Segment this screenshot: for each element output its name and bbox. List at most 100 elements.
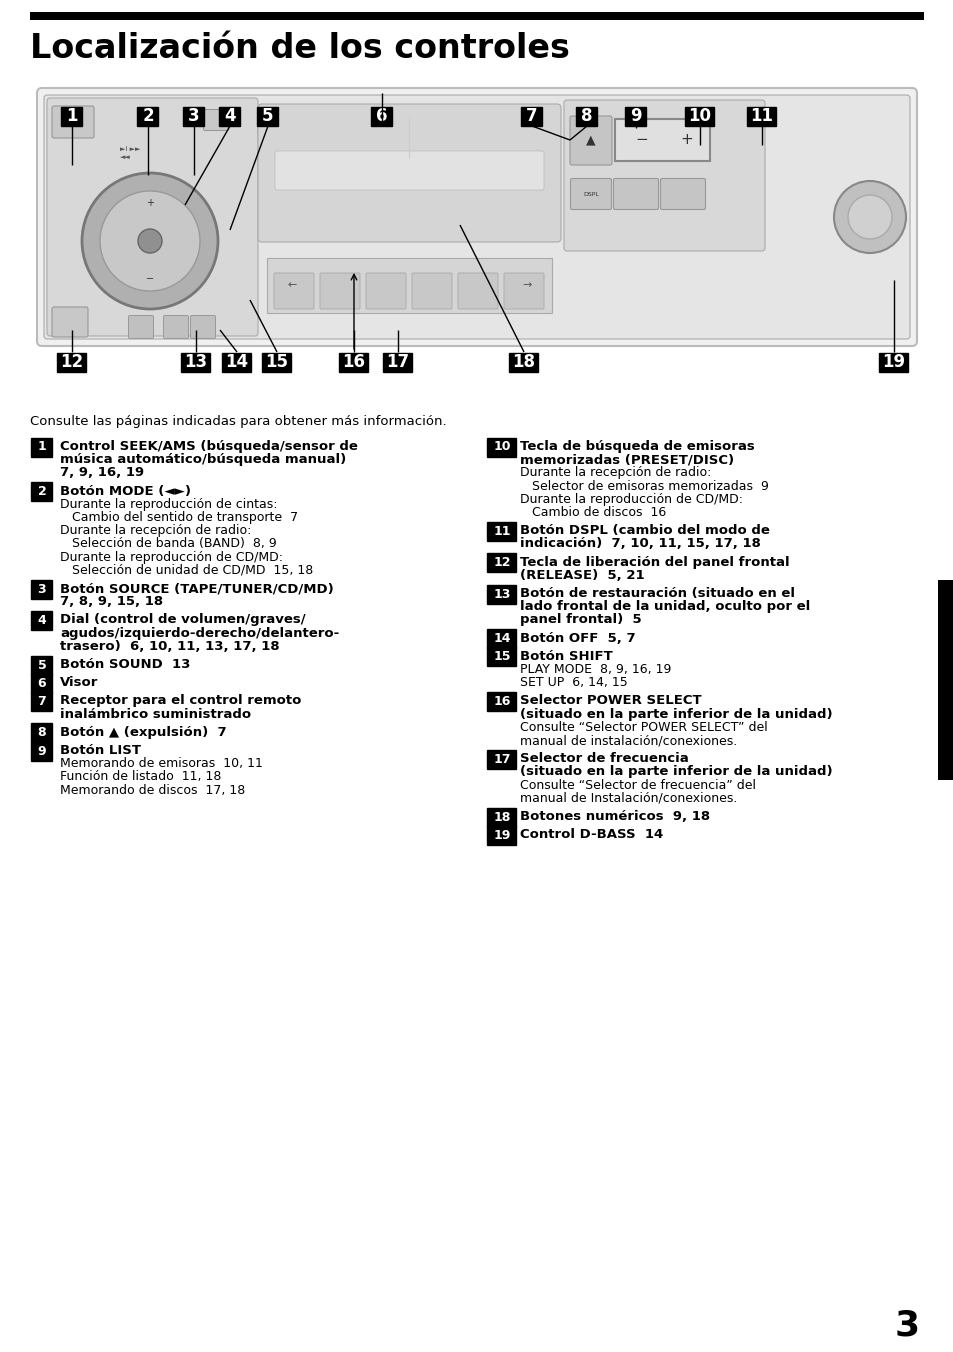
Text: Durante la reproducción de cintas:: Durante la reproducción de cintas: <box>60 498 277 511</box>
Bar <box>57 353 87 372</box>
Text: 13: 13 <box>184 353 208 370</box>
Text: Dial (control de volumen/graves/: Dial (control de volumen/graves/ <box>60 614 305 626</box>
Text: ►I ►►: ►I ►► <box>120 146 140 151</box>
Circle shape <box>100 191 200 291</box>
FancyBboxPatch shape <box>44 95 909 339</box>
Text: panel frontal)  5: panel frontal) 5 <box>519 614 641 626</box>
Text: manual de instalación/conexiones.: manual de instalación/conexiones. <box>519 734 737 748</box>
Text: inalámbrico suministrado: inalámbrico suministrado <box>60 707 251 721</box>
FancyBboxPatch shape <box>191 315 215 338</box>
Text: 3: 3 <box>894 1307 919 1343</box>
Circle shape <box>138 228 162 253</box>
Bar <box>747 107 776 126</box>
Text: 3: 3 <box>188 107 199 124</box>
FancyBboxPatch shape <box>52 307 88 337</box>
Text: ◄◄: ◄◄ <box>120 154 131 160</box>
Text: Memorando de discos  17, 18: Memorando de discos 17, 18 <box>60 784 245 796</box>
Bar <box>509 353 537 372</box>
Text: 15: 15 <box>265 353 288 370</box>
FancyBboxPatch shape <box>563 100 764 251</box>
Bar <box>30 12 923 20</box>
Text: Selector de emisoras memorizadas  9: Selector de emisoras memorizadas 9 <box>519 480 768 492</box>
Bar <box>487 438 516 457</box>
Bar <box>487 553 516 572</box>
Bar <box>183 107 204 126</box>
Bar <box>31 580 52 599</box>
Text: DSPL: DSPL <box>582 192 598 196</box>
FancyBboxPatch shape <box>47 97 257 337</box>
Text: Durante la recepción de radio:: Durante la recepción de radio: <box>60 525 251 537</box>
Text: Botón OFF  5, 7: Botón OFF 5, 7 <box>519 631 635 645</box>
Text: Consulte “Selector de frecuencia” del: Consulte “Selector de frecuencia” del <box>519 779 755 792</box>
Circle shape <box>833 181 905 253</box>
Text: manual de Instalación/conexiones.: manual de Instalación/conexiones. <box>519 792 737 804</box>
FancyBboxPatch shape <box>257 104 560 242</box>
Text: ▶▶
◀◀: ▶▶ ◀◀ <box>69 116 77 127</box>
Text: 7: 7 <box>526 107 537 124</box>
FancyBboxPatch shape <box>659 178 705 210</box>
Bar <box>685 107 714 126</box>
Text: Tecla de búsqueda de emisoras: Tecla de búsqueda de emisoras <box>519 439 754 453</box>
FancyBboxPatch shape <box>569 116 612 165</box>
Text: Botón de restauración (situado en el: Botón de restauración (situado en el <box>519 587 794 600</box>
Text: (situado en la parte inferior de la unidad): (situado en la parte inferior de la unid… <box>519 707 832 721</box>
Text: Botón SHIFT: Botón SHIFT <box>519 650 612 662</box>
Circle shape <box>847 195 891 239</box>
Bar <box>267 258 552 314</box>
Text: 17: 17 <box>386 353 409 370</box>
Text: PLAY MODE  8, 9, 16, 19: PLAY MODE 8, 9, 16, 19 <box>519 662 671 676</box>
Bar <box>487 648 516 667</box>
FancyBboxPatch shape <box>366 273 406 310</box>
Text: 16: 16 <box>493 695 510 708</box>
FancyBboxPatch shape <box>613 178 658 210</box>
Bar <box>257 107 278 126</box>
Text: Cambio del sentido de transporte  7: Cambio del sentido de transporte 7 <box>60 511 297 525</box>
Text: Botón MODE (◄►): Botón MODE (◄►) <box>60 484 191 498</box>
FancyBboxPatch shape <box>412 273 452 310</box>
Bar <box>576 107 597 126</box>
Text: 10: 10 <box>688 107 711 124</box>
Text: 8: 8 <box>580 107 592 124</box>
Text: Consulte “Selector POWER SELECT” del: Consulte “Selector POWER SELECT” del <box>519 721 767 734</box>
Bar <box>137 107 158 126</box>
Text: memorizadas (PRESET/DISC): memorizadas (PRESET/DISC) <box>519 453 734 466</box>
Text: 13: 13 <box>493 588 510 600</box>
Text: Botón SOUND  13: Botón SOUND 13 <box>60 658 191 671</box>
Text: Control SEEK/AMS (búsqueda/sensor de: Control SEEK/AMS (búsqueda/sensor de <box>60 439 357 453</box>
Text: 9: 9 <box>630 107 641 124</box>
Text: 11: 11 <box>493 525 510 538</box>
Text: ▲: ▲ <box>585 134 596 146</box>
Text: 3: 3 <box>38 583 47 595</box>
Bar <box>219 107 240 126</box>
Text: Selector POWER SELECT: Selector POWER SELECT <box>519 695 700 707</box>
Text: 2: 2 <box>142 107 153 124</box>
Text: 15: 15 <box>493 650 510 664</box>
Text: agudos/izquierdo-derecho/delantero-: agudos/izquierdo-derecho/delantero- <box>60 626 339 639</box>
Text: 14: 14 <box>493 633 510 645</box>
Bar <box>487 750 516 769</box>
Text: 4: 4 <box>224 107 235 124</box>
Text: 12: 12 <box>493 556 510 569</box>
Bar <box>31 656 52 675</box>
FancyBboxPatch shape <box>274 151 543 191</box>
Bar <box>262 353 292 372</box>
Text: Consulte las páginas indicadas para obtener más información.: Consulte las páginas indicadas para obte… <box>30 415 446 429</box>
Text: 1: 1 <box>37 441 47 453</box>
Text: 7: 7 <box>37 695 47 708</box>
Bar <box>625 107 646 126</box>
Text: Localización de los controles: Localización de los controles <box>30 32 569 65</box>
Text: Selección de banda (BAND)  8, 9: Selección de banda (BAND) 8, 9 <box>60 537 276 550</box>
FancyBboxPatch shape <box>319 273 359 310</box>
Text: 19: 19 <box>493 829 510 842</box>
FancyBboxPatch shape <box>163 315 189 338</box>
Bar <box>521 107 542 126</box>
Bar <box>339 353 368 372</box>
Text: (RELEASE)  5, 21: (RELEASE) 5, 21 <box>519 569 644 581</box>
Text: (situado en la parte inferior de la unidad): (situado en la parte inferior de la unid… <box>519 765 832 779</box>
Text: música automático/búsqueda manual): música automático/búsqueda manual) <box>60 453 346 466</box>
Text: 6: 6 <box>38 677 47 690</box>
Text: 6: 6 <box>375 107 387 124</box>
FancyBboxPatch shape <box>37 88 916 346</box>
Text: Función de listado  11, 18: Función de listado 11, 18 <box>60 771 221 783</box>
Text: 2: 2 <box>37 485 47 498</box>
